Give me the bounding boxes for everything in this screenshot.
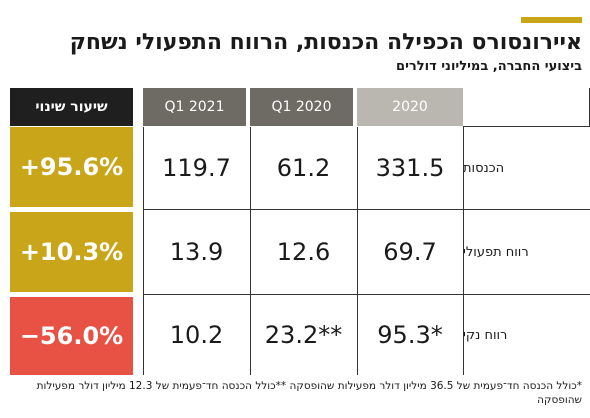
grid-line bbox=[357, 127, 358, 375]
row-label-operating-profit: רווח תפעולי bbox=[463, 244, 529, 260]
header-label-blank bbox=[463, 88, 590, 127]
row-label-revenue: הכנסות bbox=[463, 160, 505, 176]
change-cell-net-profit: −56.0% bbox=[10, 297, 133, 375]
cell-operating-q1-2020: 12.6 bbox=[276, 238, 331, 266]
grid-line bbox=[463, 127, 464, 375]
header-q1-2021: Q1 2021 bbox=[143, 88, 246, 126]
change-cell-operating-profit: +10.3% bbox=[10, 212, 133, 292]
cell-operating-q1-2021: 13.9 bbox=[169, 238, 224, 266]
footnote: *כולל הכנסה חד־פעמית של 36.5 מיליון דולר… bbox=[36, 380, 582, 406]
row-label-net-profit: רווח נקי bbox=[463, 327, 508, 343]
header-q1-2020: Q1 2020 bbox=[250, 88, 353, 126]
cell-revenue-q1-2020: 61.2 bbox=[276, 154, 331, 182]
change-cell-revenue: +95.6% bbox=[10, 127, 133, 207]
grid-line bbox=[143, 294, 590, 295]
accent-bar bbox=[521, 17, 582, 23]
header-change: שיעור שינוי bbox=[10, 88, 133, 126]
cell-revenue-q1-2021: 119.7 bbox=[162, 154, 231, 182]
chart-title: איירונסורס הכפילה הכנסות, הרווח התפעולי … bbox=[69, 30, 582, 55]
grid-line bbox=[250, 127, 251, 375]
cell-net-q1-2020: 23.2** bbox=[264, 321, 343, 349]
cell-revenue-2020: 331.5 bbox=[375, 154, 445, 182]
grid-line bbox=[143, 127, 144, 375]
grid-line bbox=[143, 209, 590, 210]
cell-net-q1-2021: 10.2 bbox=[169, 321, 224, 349]
header-2020: 2020 bbox=[357, 88, 463, 126]
chart-subtitle: ביצועי החברה, במיליוני דולרים bbox=[396, 59, 582, 74]
cell-operating-2020: 69.7 bbox=[383, 238, 437, 266]
cell-net-2020: 95.3* bbox=[377, 321, 443, 349]
